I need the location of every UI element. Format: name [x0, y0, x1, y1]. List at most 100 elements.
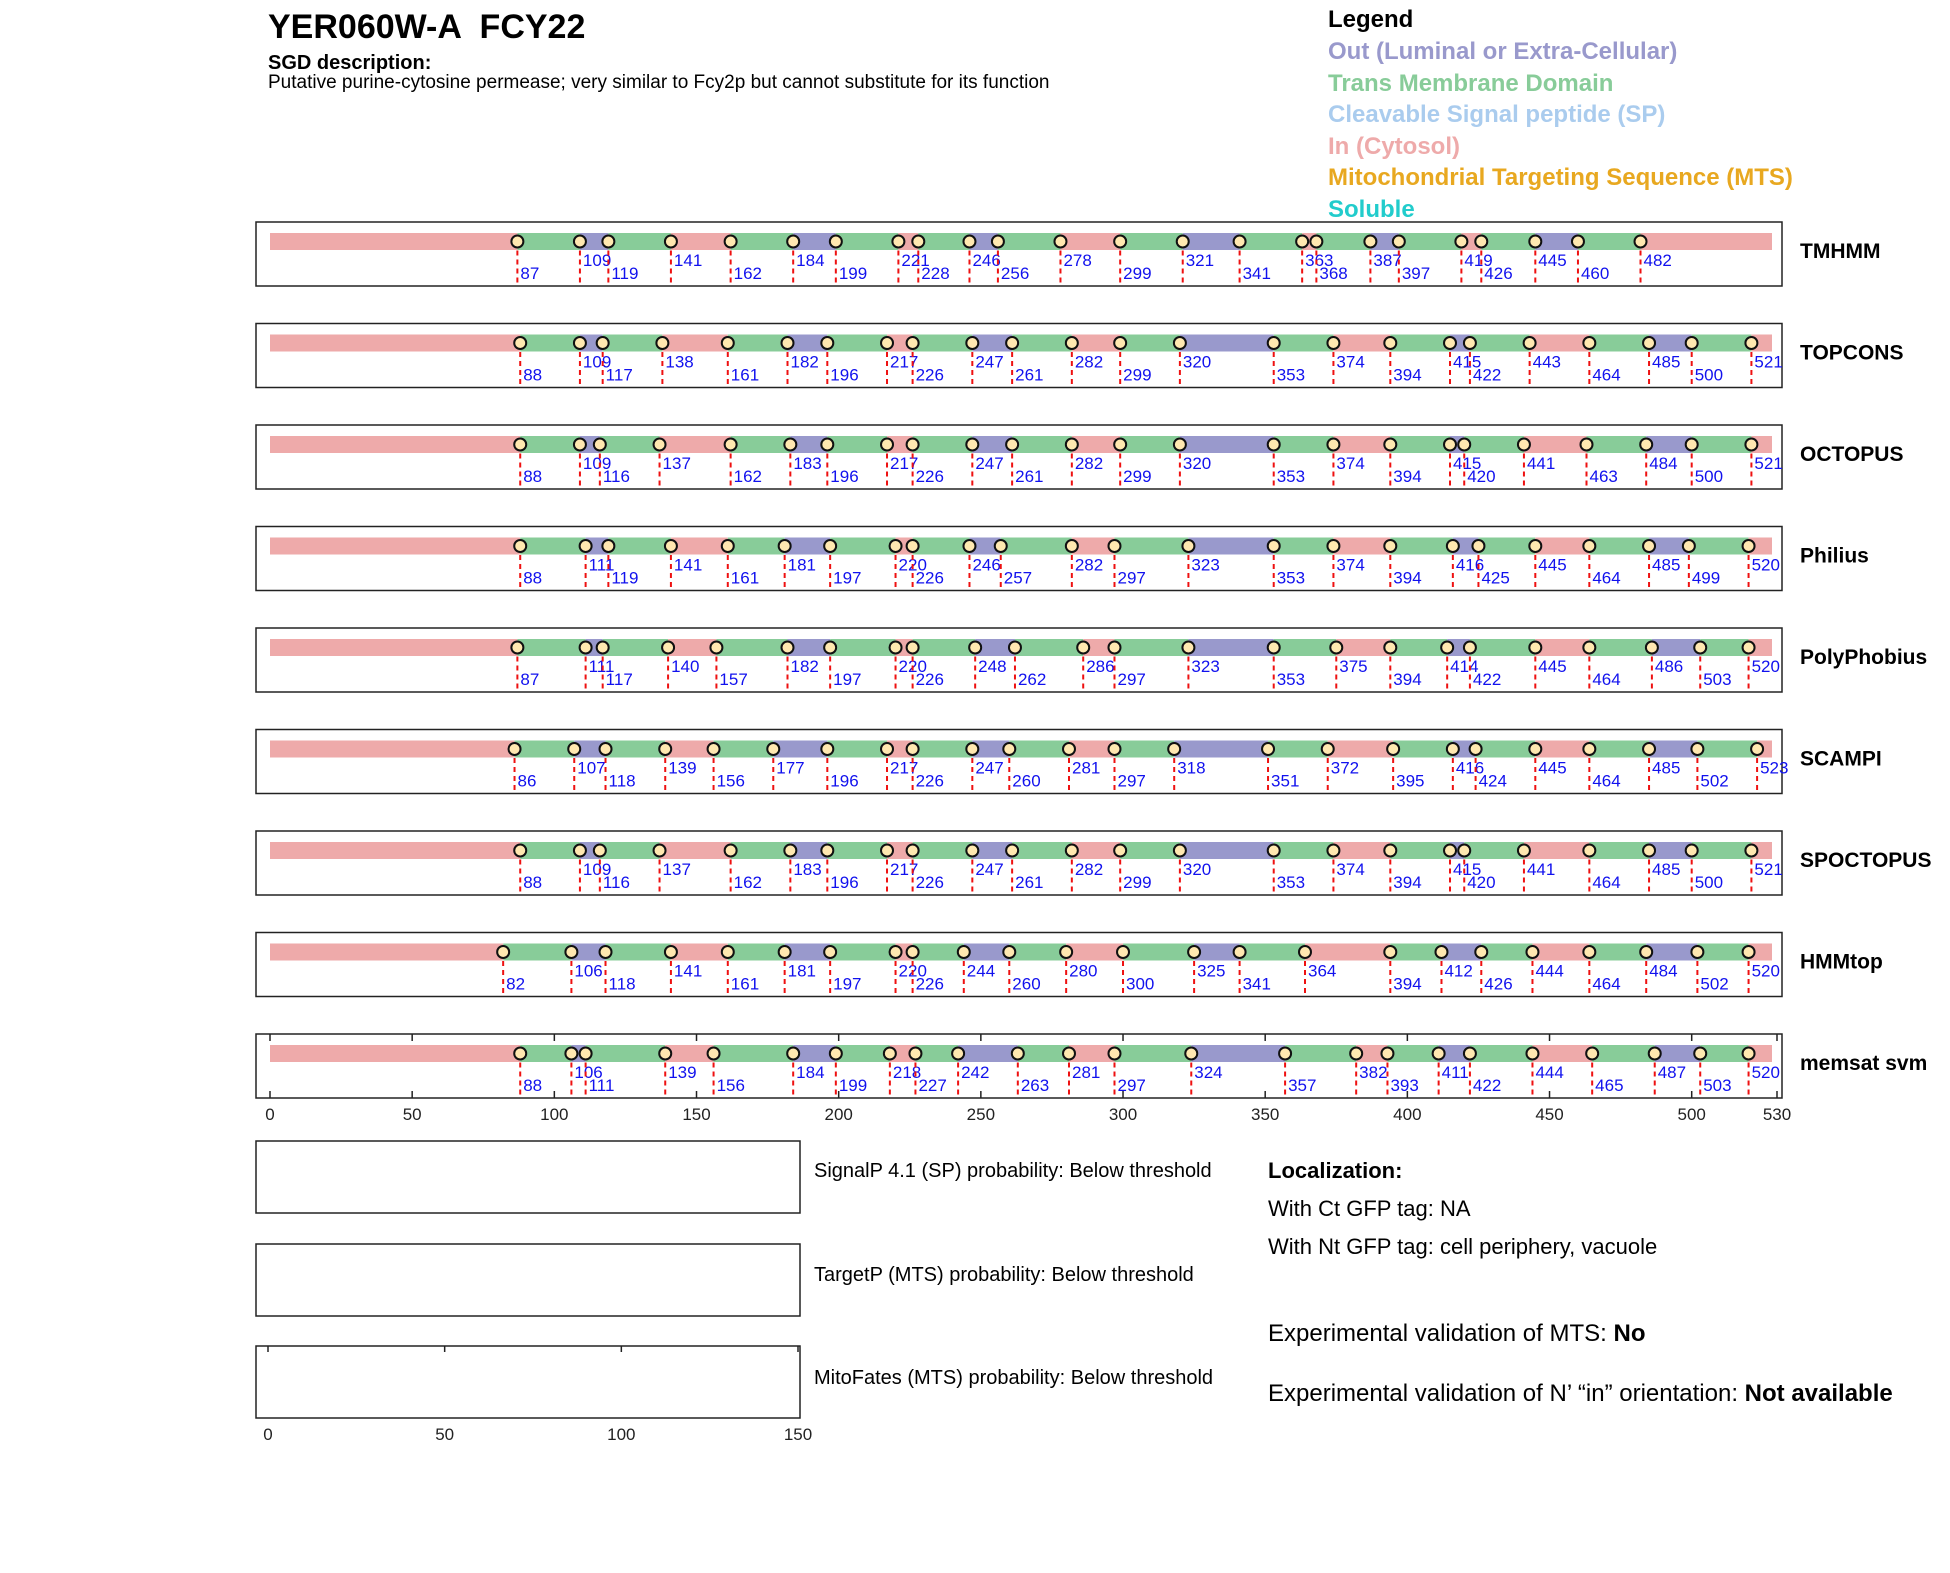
boundary-marker [880, 437, 895, 452]
boundary-marker [1642, 336, 1657, 350]
boundary-marker [507, 742, 522, 756]
boundary-marker [513, 437, 528, 452]
segment-tm [1114, 537, 1189, 555]
boundary-marker [1522, 336, 1537, 350]
boundary-label: 161 [731, 975, 759, 994]
boundary-label: 226 [916, 569, 944, 588]
segment-in [270, 740, 515, 758]
boundary-marker [1002, 742, 1017, 756]
segment-tm [1697, 943, 1749, 961]
boundary-label: 485 [1652, 759, 1680, 778]
boundary-marker [1181, 539, 1196, 553]
boundary-marker [1380, 1046, 1395, 1061]
boundary-marker [572, 336, 587, 350]
track-frame [255, 221, 1783, 287]
boundary-marker [1693, 1046, 1708, 1061]
localization-nt: With Nt GFP tag: cell periphery, vacuole [1268, 1234, 1658, 1259]
boundary-label: 247 [975, 353, 1003, 372]
signalp-label: SignalP 4.1 (SP) probability: Below thre… [814, 1160, 1212, 1182]
boundary-marker [1528, 539, 1543, 553]
segment-tm [514, 740, 575, 758]
boundary-label: 420 [1467, 467, 1495, 486]
segment-out [574, 740, 606, 758]
boundary-marker [1061, 742, 1076, 756]
boundary-marker [1383, 945, 1398, 959]
boundary-marker [598, 945, 613, 959]
boundary-label: 261 [1015, 873, 1043, 892]
segment-tm [1120, 233, 1183, 250]
boundary-marker [905, 640, 920, 655]
boundary-marker [1684, 437, 1699, 452]
boundary-marker [1059, 945, 1074, 959]
segment-in [1523, 842, 1590, 859]
boundary-marker [1363, 234, 1378, 249]
segment-in [887, 740, 913, 758]
boundary-marker [823, 640, 838, 655]
boundary-label: 374 [1336, 454, 1364, 473]
segment-tm [830, 537, 896, 555]
boundary-label: 157 [719, 670, 747, 689]
boundary-label: 394 [1393, 670, 1421, 689]
segment-tm [608, 537, 671, 555]
segment-tm [608, 233, 671, 250]
track-name: TMHMM [1800, 240, 1880, 263]
segment-tm [1589, 943, 1647, 961]
segment-out [1649, 537, 1689, 555]
track-frame [255, 728, 1783, 795]
boundary-label: 140 [671, 657, 699, 676]
boundary-label: 118 [609, 975, 636, 994]
boundary-marker [723, 234, 738, 249]
segment-out [793, 1045, 836, 1062]
boundary-marker [1525, 1046, 1540, 1061]
boundary-label: 387 [1373, 251, 1401, 270]
boundary-label: 257 [1004, 569, 1032, 588]
boundary-marker [1582, 843, 1597, 858]
boundary-marker [1474, 234, 1489, 249]
boundary-marker [510, 234, 525, 249]
boundary-label: 464 [1592, 670, 1620, 689]
boundary-label: 141 [674, 556, 702, 575]
boundary-marker [663, 539, 678, 553]
segment-tm [1239, 943, 1305, 961]
segment-tm [1390, 537, 1453, 555]
segment-in [1535, 740, 1590, 758]
segment-tm [1273, 334, 1334, 352]
legend-item-sp: Cleavable Signal peptide (SP) [1328, 101, 1666, 128]
boundary-marker [820, 437, 835, 452]
segment-out [1441, 943, 1482, 961]
boundary-label: 441 [1527, 860, 1555, 879]
segment-tm [1014, 639, 1084, 656]
boundary-label: 485 [1652, 556, 1680, 575]
x-tick-label: 0 [265, 1105, 274, 1124]
boundary-marker [592, 437, 607, 452]
segment-tm [835, 233, 899, 250]
boundary-label: 177 [776, 759, 804, 778]
boundary-marker [1445, 539, 1460, 553]
boundary-label: 218 [893, 1063, 921, 1082]
segment-out [1649, 842, 1692, 859]
segment-in [1333, 334, 1391, 352]
boundary-marker [1061, 1046, 1076, 1061]
track-frame [255, 525, 1783, 592]
boundary-marker [1744, 437, 1759, 452]
x-tick-label: 350 [1251, 1105, 1279, 1124]
boundary-label: 247 [975, 759, 1003, 778]
track-frame [255, 830, 1783, 896]
boundary-label: 521 [1754, 860, 1782, 879]
segment-in [1529, 334, 1590, 352]
boundary-marker [1750, 742, 1765, 756]
track-name: OCTOPUS [1800, 443, 1903, 466]
segment-in [665, 740, 714, 758]
boundary-marker [1002, 945, 1017, 959]
segment-tm [605, 740, 666, 758]
boundary-marker [905, 539, 920, 553]
boundary-label: 109 [583, 251, 611, 270]
boundary-label: 353 [1277, 366, 1305, 385]
boundary-marker [780, 336, 795, 350]
boundary-label: 426 [1484, 975, 1512, 994]
boundary-label: 278 [1063, 251, 1091, 270]
boundary-marker [723, 843, 738, 858]
boundary-label: 353 [1277, 873, 1305, 892]
segment-in [1071, 436, 1121, 453]
boundary-label: 414 [1450, 657, 1478, 676]
